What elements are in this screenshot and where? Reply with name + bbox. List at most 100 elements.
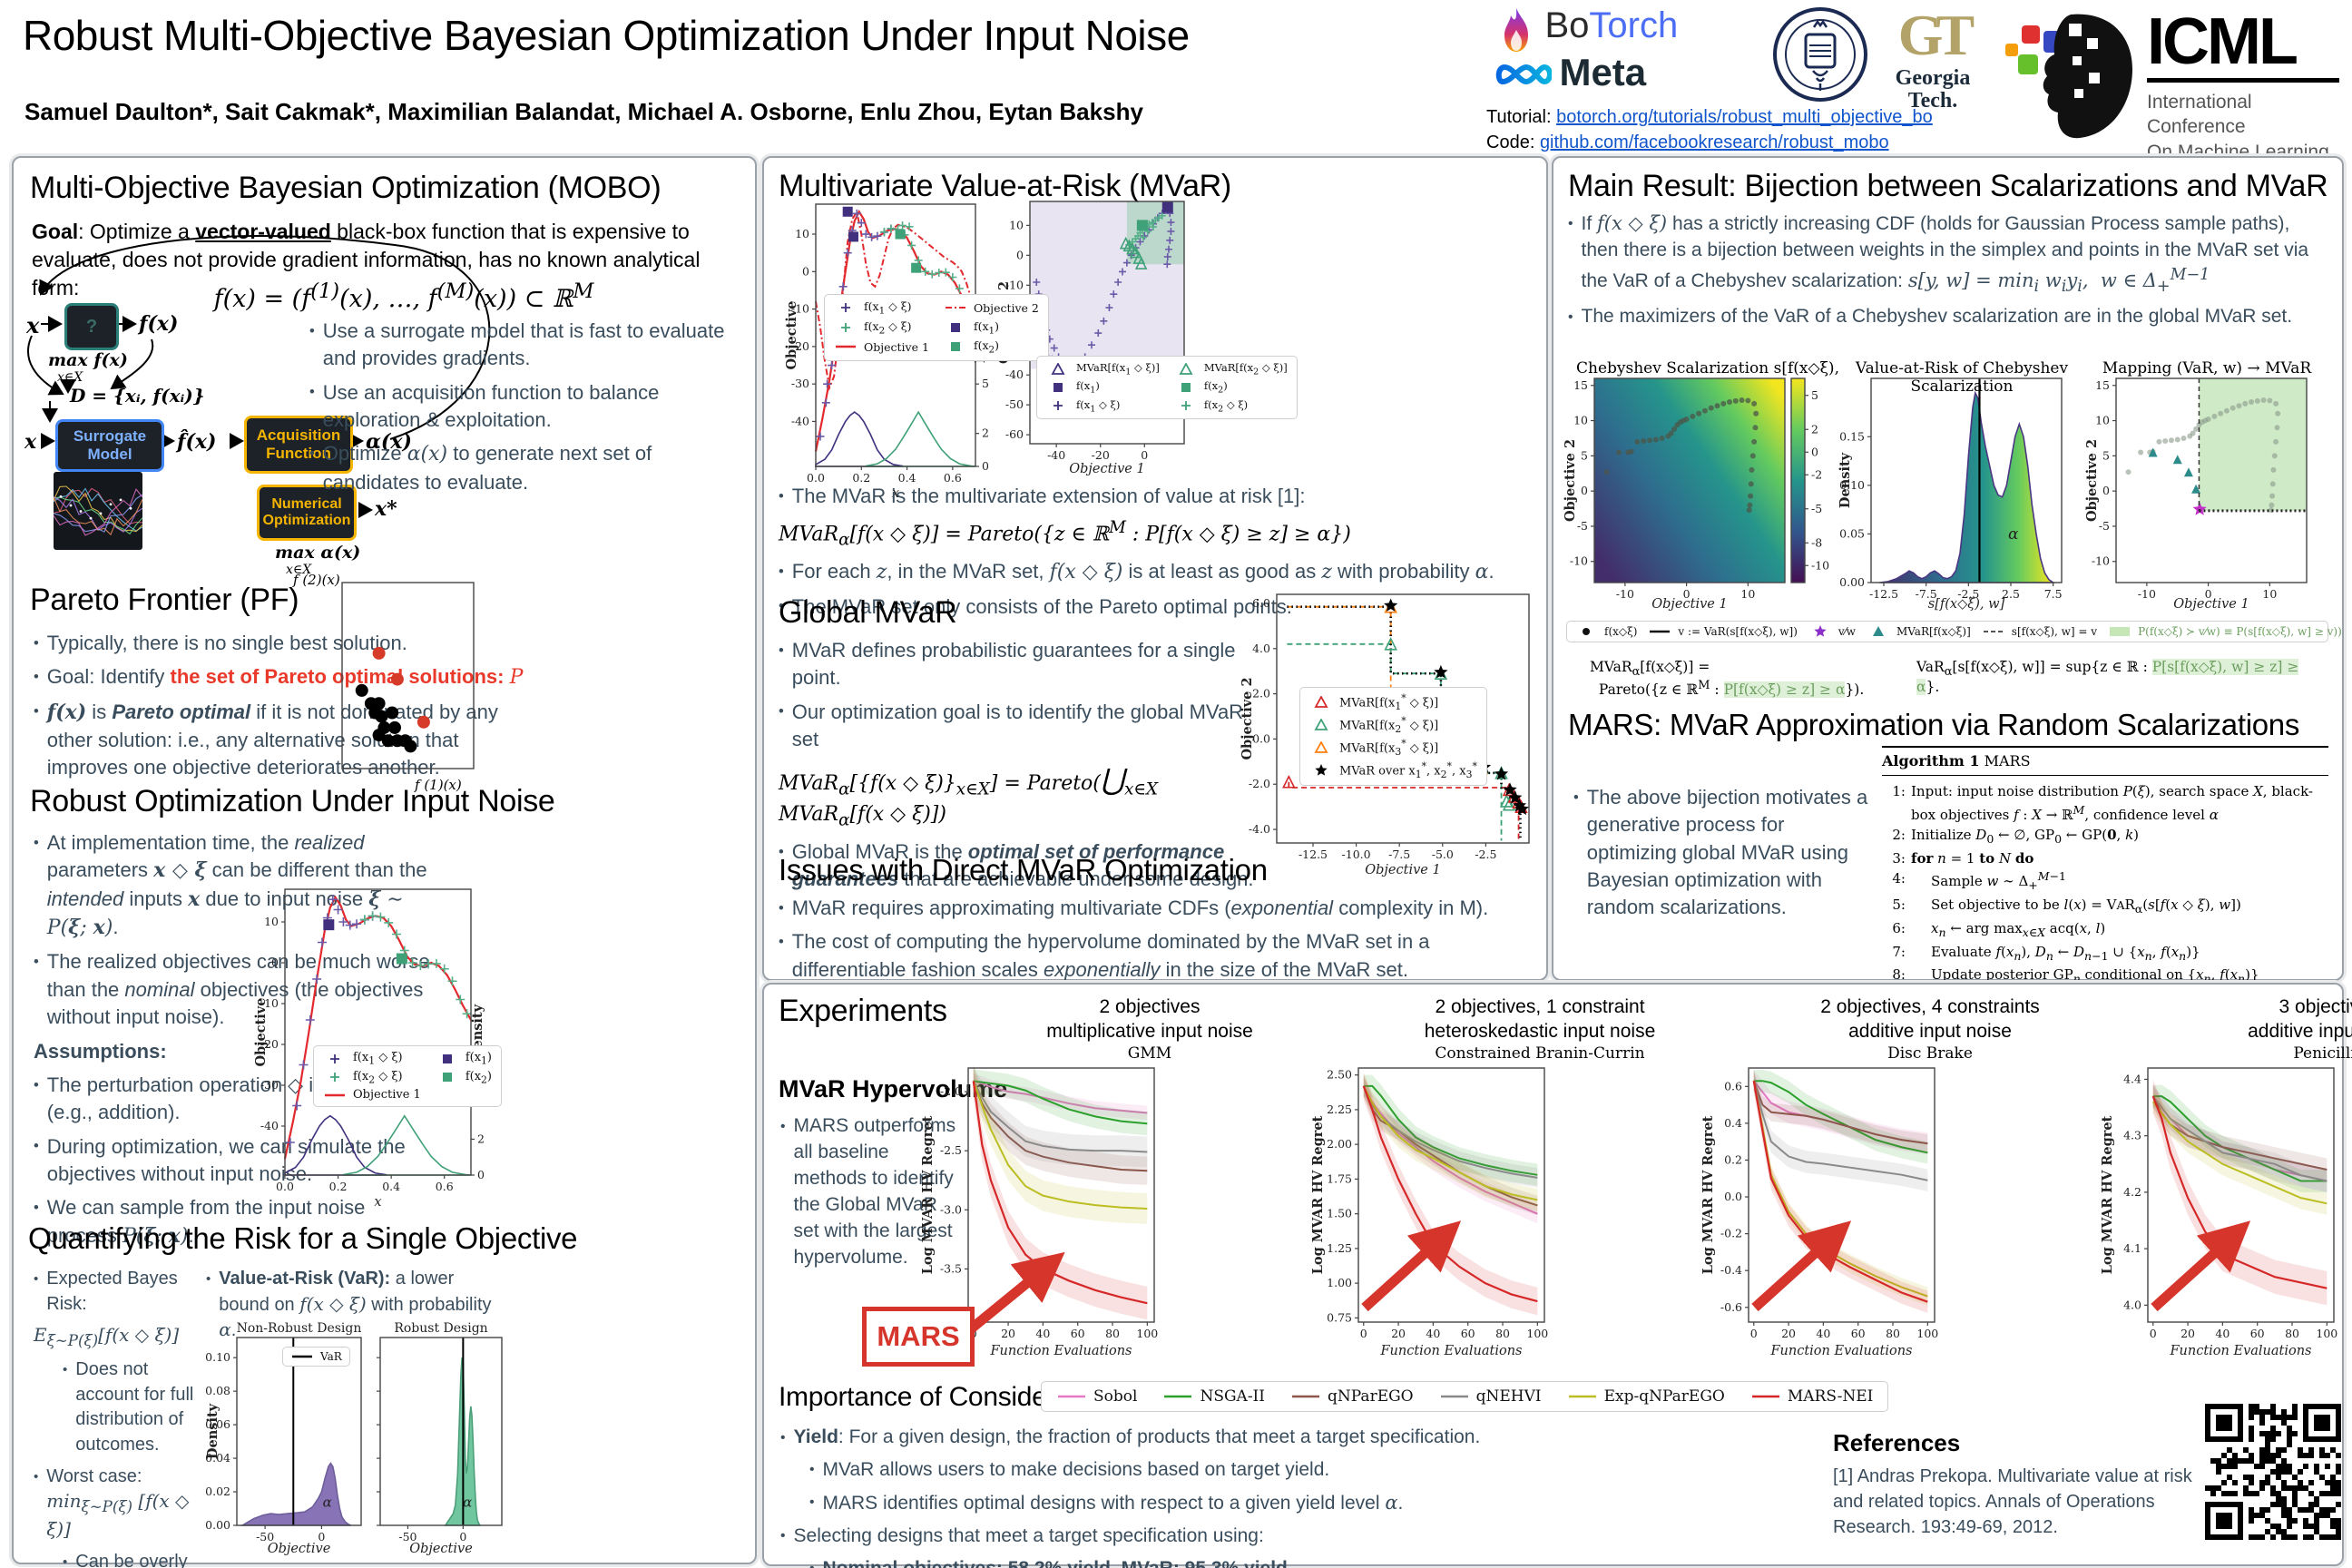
svg-text:-10: -10: [1005, 278, 1024, 291]
list-item: • MARS identifies optimal designs with re…: [809, 1491, 1404, 1514]
svg-text:0: 0: [459, 1530, 466, 1544]
pareto-ylabel: f (2)(x): [293, 572, 340, 588]
svg-text:4.0: 4.0: [1252, 642, 1270, 655]
legend-item: f(x2 ◇ ξ): [1174, 398, 1288, 414]
svg-text:80: 80: [1105, 1327, 1120, 1340]
svg-text:-0.4: -0.4: [1720, 1263, 1742, 1277]
exp-title-1: GMM: [1127, 1044, 1172, 1063]
main-result-legend: f(x◇ξ) v := VaR(s[f(x◇ξ), w]) v⁄w MVaR[f(x◇…: [1566, 621, 2342, 642]
svg-text:-7.5: -7.5: [1388, 848, 1410, 861]
svg-text:0.4: 0.4: [382, 1180, 400, 1193]
svg-text:-2.5: -2.5: [940, 1143, 962, 1157]
mvar-right-legend: MVaR[f(x1 ◇ ξ)] MVaR[f(x2 ◇ ξ)] f(x1) f(x2)…: [1036, 356, 1298, 419]
exp-header-1: 2 objectives multiplicative input noise: [1046, 996, 1253, 1042]
oxford-crest-icon: [1771, 5, 1869, 108]
mobo-formula: f(x) = (f(1)(x), …, f(M)(x)) ⊂ ℝM: [213, 279, 594, 313]
svg-text:Objective: Objective: [409, 1542, 473, 1556]
legend-item: VaR: [292, 1350, 342, 1363]
svg-text:-50: -50: [1005, 397, 1024, 411]
svg-text:0.4: 0.4: [898, 471, 916, 485]
svg-text:10: 10: [795, 227, 809, 240]
flow-alpha: α(x): [366, 430, 412, 454]
svg-text:0: 0: [1811, 445, 1818, 458]
svg-text:0: 0: [271, 956, 279, 969]
flow-fx-label: f(x): [139, 312, 179, 336]
legend-item: MVaR[f(x1* ◇ ξ)]: [1309, 692, 1477, 712]
svg-text:0: 0: [2150, 1327, 2157, 1340]
svg-text:0.02: 0.02: [206, 1485, 230, 1498]
svg-text:-5.0: -5.0: [1432, 848, 1454, 861]
var-nonrobust-chart: -50 0 0.00 0.02 0.04 0.06 0.08 0.10 Non-Robust D…: [206, 1321, 362, 1556]
svg-text:10: 10: [1009, 218, 1024, 231]
algorithm-line: 4: Sample w ∼ Δ+M−1: [1892, 869, 2067, 893]
svg-text:10: 10: [2262, 587, 2277, 601]
svg-text:2.5: 2.5: [2002, 587, 2020, 601]
flow-maxf-sub: x∈X: [57, 370, 83, 385]
chebyshev-colorbar: 5 2 0 -2 -5 -8 -10: [1790, 377, 1829, 583]
var-equation: VaRα[s[f(x◇ξ), w]] = sup{z ∈ ℝ : P[s[f(x…: [1916, 659, 2299, 696]
svg-text:100: 100: [2316, 1327, 2337, 1340]
page-title: Robust Multi-Objective Bayesian Optimiza…: [23, 12, 1190, 59]
svg-text:-60: -60: [1005, 427, 1024, 441]
mars-callout: MARS: [862, 1307, 975, 1367]
gp-samples-thumbnail: [54, 472, 142, 550]
global-mvar-bullets: • MVaR defines probabilistic guarantees f…: [779, 637, 1259, 900]
list-item: • Expected Bayes Risk:: [34, 1269, 178, 1314]
svg-text:7.5: 7.5: [2044, 587, 2063, 601]
svg-text:0.0: 0.0: [1724, 1190, 1742, 1203]
references-text: [1] Andras Prekopa. Multivariate value a…: [1833, 1466, 2192, 1537]
list-item: • MVaR defines probabilistic guarantees f…: [779, 639, 1236, 690]
legend-item: MARS-NEI: [1751, 1387, 1874, 1406]
tutorial-link[interactable]: botorch.org/tutorials/robust_multi_objec…: [1556, 107, 1933, 127]
qr-code: [2205, 1404, 2341, 1540]
svg-text:10: 10: [2095, 414, 2110, 427]
robust-bullets: • At implementation time, the realized pa…: [34, 829, 431, 1257]
var-legend: VaR: [282, 1347, 350, 1367]
svg-text:4.1: 4.1: [2123, 1241, 2141, 1255]
svg-text:-0.2: -0.2: [1720, 1227, 1742, 1240]
experiments-heading: Experiments: [779, 994, 947, 1028]
svg-text:-20: -20: [260, 1037, 279, 1051]
list-item: • The realized objectives can be much wor…: [34, 950, 430, 1029]
legend-item: f(x1 ◇ ξ): [323, 1051, 421, 1067]
list-item: • Yield: For a given design, the fraction…: [780, 1426, 1481, 1447]
svg-text:20: 20: [1391, 1327, 1406, 1340]
meta-logo: Meta: [1495, 51, 1646, 95]
svg-text:-40: -40: [260, 1119, 279, 1132]
svg-text:60: 60: [1461, 1327, 1475, 1340]
svg-text:-30: -30: [791, 377, 809, 390]
svg-text:0.06: 0.06: [206, 1417, 230, 1431]
svg-text:-40: -40: [791, 414, 809, 427]
legend-item: f(x1): [436, 1051, 492, 1067]
flow-maxa-sub: x∈X: [286, 563, 312, 577]
svg-text:100: 100: [1916, 1327, 1938, 1340]
code-link[interactable]: github.com/facebookresearch/robust_mobo: [1539, 132, 1889, 152]
exp-branin-currin-chart: 0 20 40 60 80 100 2.50 2.25 2.00 1.75 1.50 1.25 1.00…: [1311, 1067, 1548, 1358]
svg-text:0.0: 0.0: [276, 1180, 294, 1193]
svg-text:2: 2: [477, 1132, 485, 1145]
legend-item: f(x1): [1046, 379, 1160, 396]
svg-text:0: 0: [1141, 448, 1148, 462]
legend-item: s[f(x◇ξ), w] = v: [1983, 625, 2098, 638]
list-item: • MVaR requires approximating multivariat…: [779, 897, 1489, 919]
flow-numopt-box: Numerical Optimization: [257, 485, 357, 541]
global-mvar-heading: Global MVaR: [779, 595, 957, 630]
legend-item: MVaR[f(x◇ξ)]: [1867, 625, 1971, 638]
svg-text:5: 5: [982, 377, 988, 390]
legend-item: Objective 2: [945, 300, 1039, 315]
legend-item: Objective 1: [836, 339, 929, 354]
poster-authors: Samuel Daulton*, Sait Cakmak*, Maximilia…: [24, 98, 1143, 125]
svg-text:0.15: 0.15: [1839, 429, 1865, 443]
list-item: • Goal: Identify the set of Pareto optima…: [34, 665, 524, 690]
algorithm-line: 8: Update posterior GPn conditional on {x…: [1892, 966, 2259, 986]
svg-text:x: x: [892, 486, 899, 501]
global-mvar-legend: MVaR[f(x1* ◇ ξ)] MVaR[f(x2* ◇ ξ)] MVaR[f(x…: [1299, 687, 1487, 786]
flow-x2-label: x: [24, 430, 37, 454]
legend-item: f(x1 ◇ ξ): [834, 299, 929, 317]
list-item: • The MVaR set only consists of the Paret…: [779, 594, 1292, 618]
svg-text:-20: -20: [1092, 448, 1110, 462]
panel-mvar: Multivariate Value-at-Risk (MVaR) 0.0 0.2…: [762, 156, 1548, 981]
svg-text:0.08: 0.08: [206, 1384, 230, 1397]
list-item: • Typically, there is no single best solu…: [34, 632, 407, 654]
svg-text:Objective: Objective: [254, 998, 269, 1067]
